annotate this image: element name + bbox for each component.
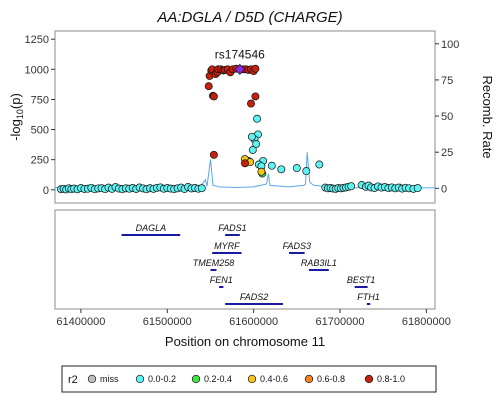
x-axis-label: Position on chromosome 11	[165, 334, 325, 349]
legend-items: miss 0.0-0.2 0.2-0.4 0.4-0.6 0.6-0.8 0.8-1.0	[87, 374, 405, 384]
y-axis-label-prefix: -log	[8, 119, 23, 141]
x-tick-label: 61700000	[316, 316, 365, 328]
y-tick-label: 250	[31, 155, 49, 167]
legend-swatch	[247, 374, 257, 384]
y2-tick-label: 50	[441, 111, 453, 123]
data-point	[248, 146, 257, 154]
gene-label: FEN1	[210, 275, 233, 285]
legend-label: 0.8-1.0	[377, 374, 405, 384]
association-points-layer	[57, 64, 422, 194]
y-tick-label: 1000	[25, 64, 49, 76]
data-point	[315, 160, 324, 169]
data-point	[204, 82, 213, 91]
y-axis-label-sub: 10	[15, 109, 25, 119]
plot-panel	[54, 30, 436, 204]
gene-label: FADS1	[218, 223, 246, 233]
y-axis: 0 250 500 750 1000 1250	[25, 34, 55, 197]
data-point	[209, 92, 218, 101]
lead-snp-label: rs174546	[215, 47, 265, 61]
y2-axis-label: Recomb. Rate	[480, 75, 495, 158]
gene-label: RAB3IL1	[301, 258, 337, 268]
gene-label: FTH1	[357, 292, 380, 302]
data-point	[197, 184, 206, 193]
lead-snp-layer: rs174546	[215, 47, 265, 75]
data-point	[302, 167, 311, 176]
y-tick-label: 500	[31, 125, 49, 137]
legend-label: 0.0-0.2	[148, 374, 176, 384]
x-tick-label: 61500000	[143, 316, 192, 328]
legend-label: 0.2-0.4	[204, 374, 232, 384]
legend-swatch	[191, 374, 201, 384]
data-point	[241, 159, 249, 168]
legend-swatch	[304, 374, 314, 384]
gene-track-layer: DAGLA FADS1 MYRF FADS3 TMEM258 RAB3IL1 FEN1 BES…	[121, 223, 380, 305]
legend-label: 0.6-0.8	[317, 374, 345, 384]
data-point	[209, 150, 218, 159]
data-point	[247, 99, 255, 108]
y-tick-label: 750	[31, 94, 49, 106]
x-tick-label: 61600000	[229, 316, 278, 328]
data-point	[257, 167, 266, 176]
data-point	[292, 164, 301, 173]
data-point	[252, 140, 261, 148]
y-axis-label: -log10(p)	[8, 93, 25, 141]
gene-label: FADS3	[283, 241, 311, 251]
gene-label: DAGLA	[136, 223, 167, 233]
gene-label: FADS2	[240, 292, 268, 302]
legend-label: 0.4-0.6	[260, 374, 288, 384]
legend-swatch	[87, 374, 97, 384]
data-point	[251, 64, 260, 73]
legend-title: r2	[68, 374, 78, 386]
x-tick-label: 61400000	[56, 316, 105, 328]
data-point	[413, 184, 422, 193]
gene-label: BEST1	[347, 275, 376, 285]
data-point	[267, 161, 276, 170]
gene-label: MYRF	[214, 241, 240, 251]
y-tick-label: 0	[43, 185, 49, 197]
legend-swatch	[364, 374, 374, 384]
y2-axis: 0 25 50 75 100	[435, 39, 459, 195]
data-point	[247, 132, 256, 141]
data-point	[347, 182, 356, 191]
y-axis-label-suffix: (p)	[8, 93, 23, 109]
y2-tick-label: 0	[441, 183, 447, 195]
data-point	[251, 92, 260, 101]
chart-title: AA:DGLA / D5D (CHARGE)	[156, 9, 342, 26]
data-point	[277, 165, 286, 174]
data-point	[253, 114, 262, 123]
y2-tick-label: 75	[441, 75, 453, 87]
gene-label: TMEM258	[193, 258, 235, 268]
y-tick-label: 1250	[25, 34, 49, 46]
lead-snp-marker	[234, 63, 246, 75]
x-axis: 61400000 61500000 61600000 61700000 61800000	[56, 309, 451, 328]
legend-label: miss	[100, 374, 119, 384]
y2-tick-label: 25	[441, 147, 453, 159]
legend-swatch	[135, 374, 145, 384]
y2-tick-label: 100	[441, 39, 459, 51]
x-tick-label: 61800000	[402, 316, 451, 328]
gene-panel	[54, 209, 436, 310]
